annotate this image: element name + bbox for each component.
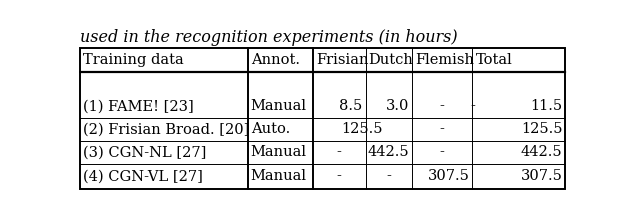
- Text: (4) CGN-VL [27]: (4) CGN-VL [27]: [83, 169, 203, 183]
- Text: Manual: Manual: [251, 99, 307, 113]
- Text: 442.5: 442.5: [521, 145, 563, 159]
- Text: 11.5: 11.5: [530, 99, 563, 113]
- Text: 8.5: 8.5: [339, 99, 362, 113]
- Text: Auto.: Auto.: [251, 122, 290, 136]
- Text: 125.5: 125.5: [521, 122, 563, 136]
- Text: Total: Total: [476, 53, 512, 67]
- Text: -: -: [336, 169, 341, 183]
- Text: Manual: Manual: [251, 145, 307, 159]
- Text: (3) CGN-NL [27]: (3) CGN-NL [27]: [83, 145, 207, 159]
- Text: -: -: [440, 145, 445, 159]
- Text: 442.5: 442.5: [367, 145, 409, 159]
- Text: Manual: Manual: [251, 169, 307, 183]
- Text: used in the recognition experiments (in hours): used in the recognition experiments (in …: [80, 29, 458, 46]
- Text: 3.0: 3.0: [386, 99, 409, 113]
- Text: Flemish: Flemish: [415, 53, 474, 67]
- Text: (1) FAME! [23]: (1) FAME! [23]: [83, 99, 194, 113]
- Text: (2) Frisian Broad. [20]: (2) Frisian Broad. [20]: [83, 122, 249, 136]
- Text: -: -: [386, 169, 391, 183]
- Text: -: -: [440, 122, 445, 136]
- Text: -: -: [336, 145, 341, 159]
- Text: Annot.: Annot.: [251, 53, 300, 67]
- Text: 307.5: 307.5: [428, 169, 469, 183]
- Text: -: -: [440, 99, 445, 113]
- Text: Frisian: Frisian: [316, 53, 369, 67]
- Text: Dutch: Dutch: [369, 53, 413, 67]
- Text: 307.5: 307.5: [520, 169, 563, 183]
- Text: 125.5: 125.5: [341, 122, 383, 136]
- Bar: [80, 48, 566, 189]
- Text: -: -: [470, 99, 475, 113]
- Text: Training data: Training data: [83, 53, 184, 67]
